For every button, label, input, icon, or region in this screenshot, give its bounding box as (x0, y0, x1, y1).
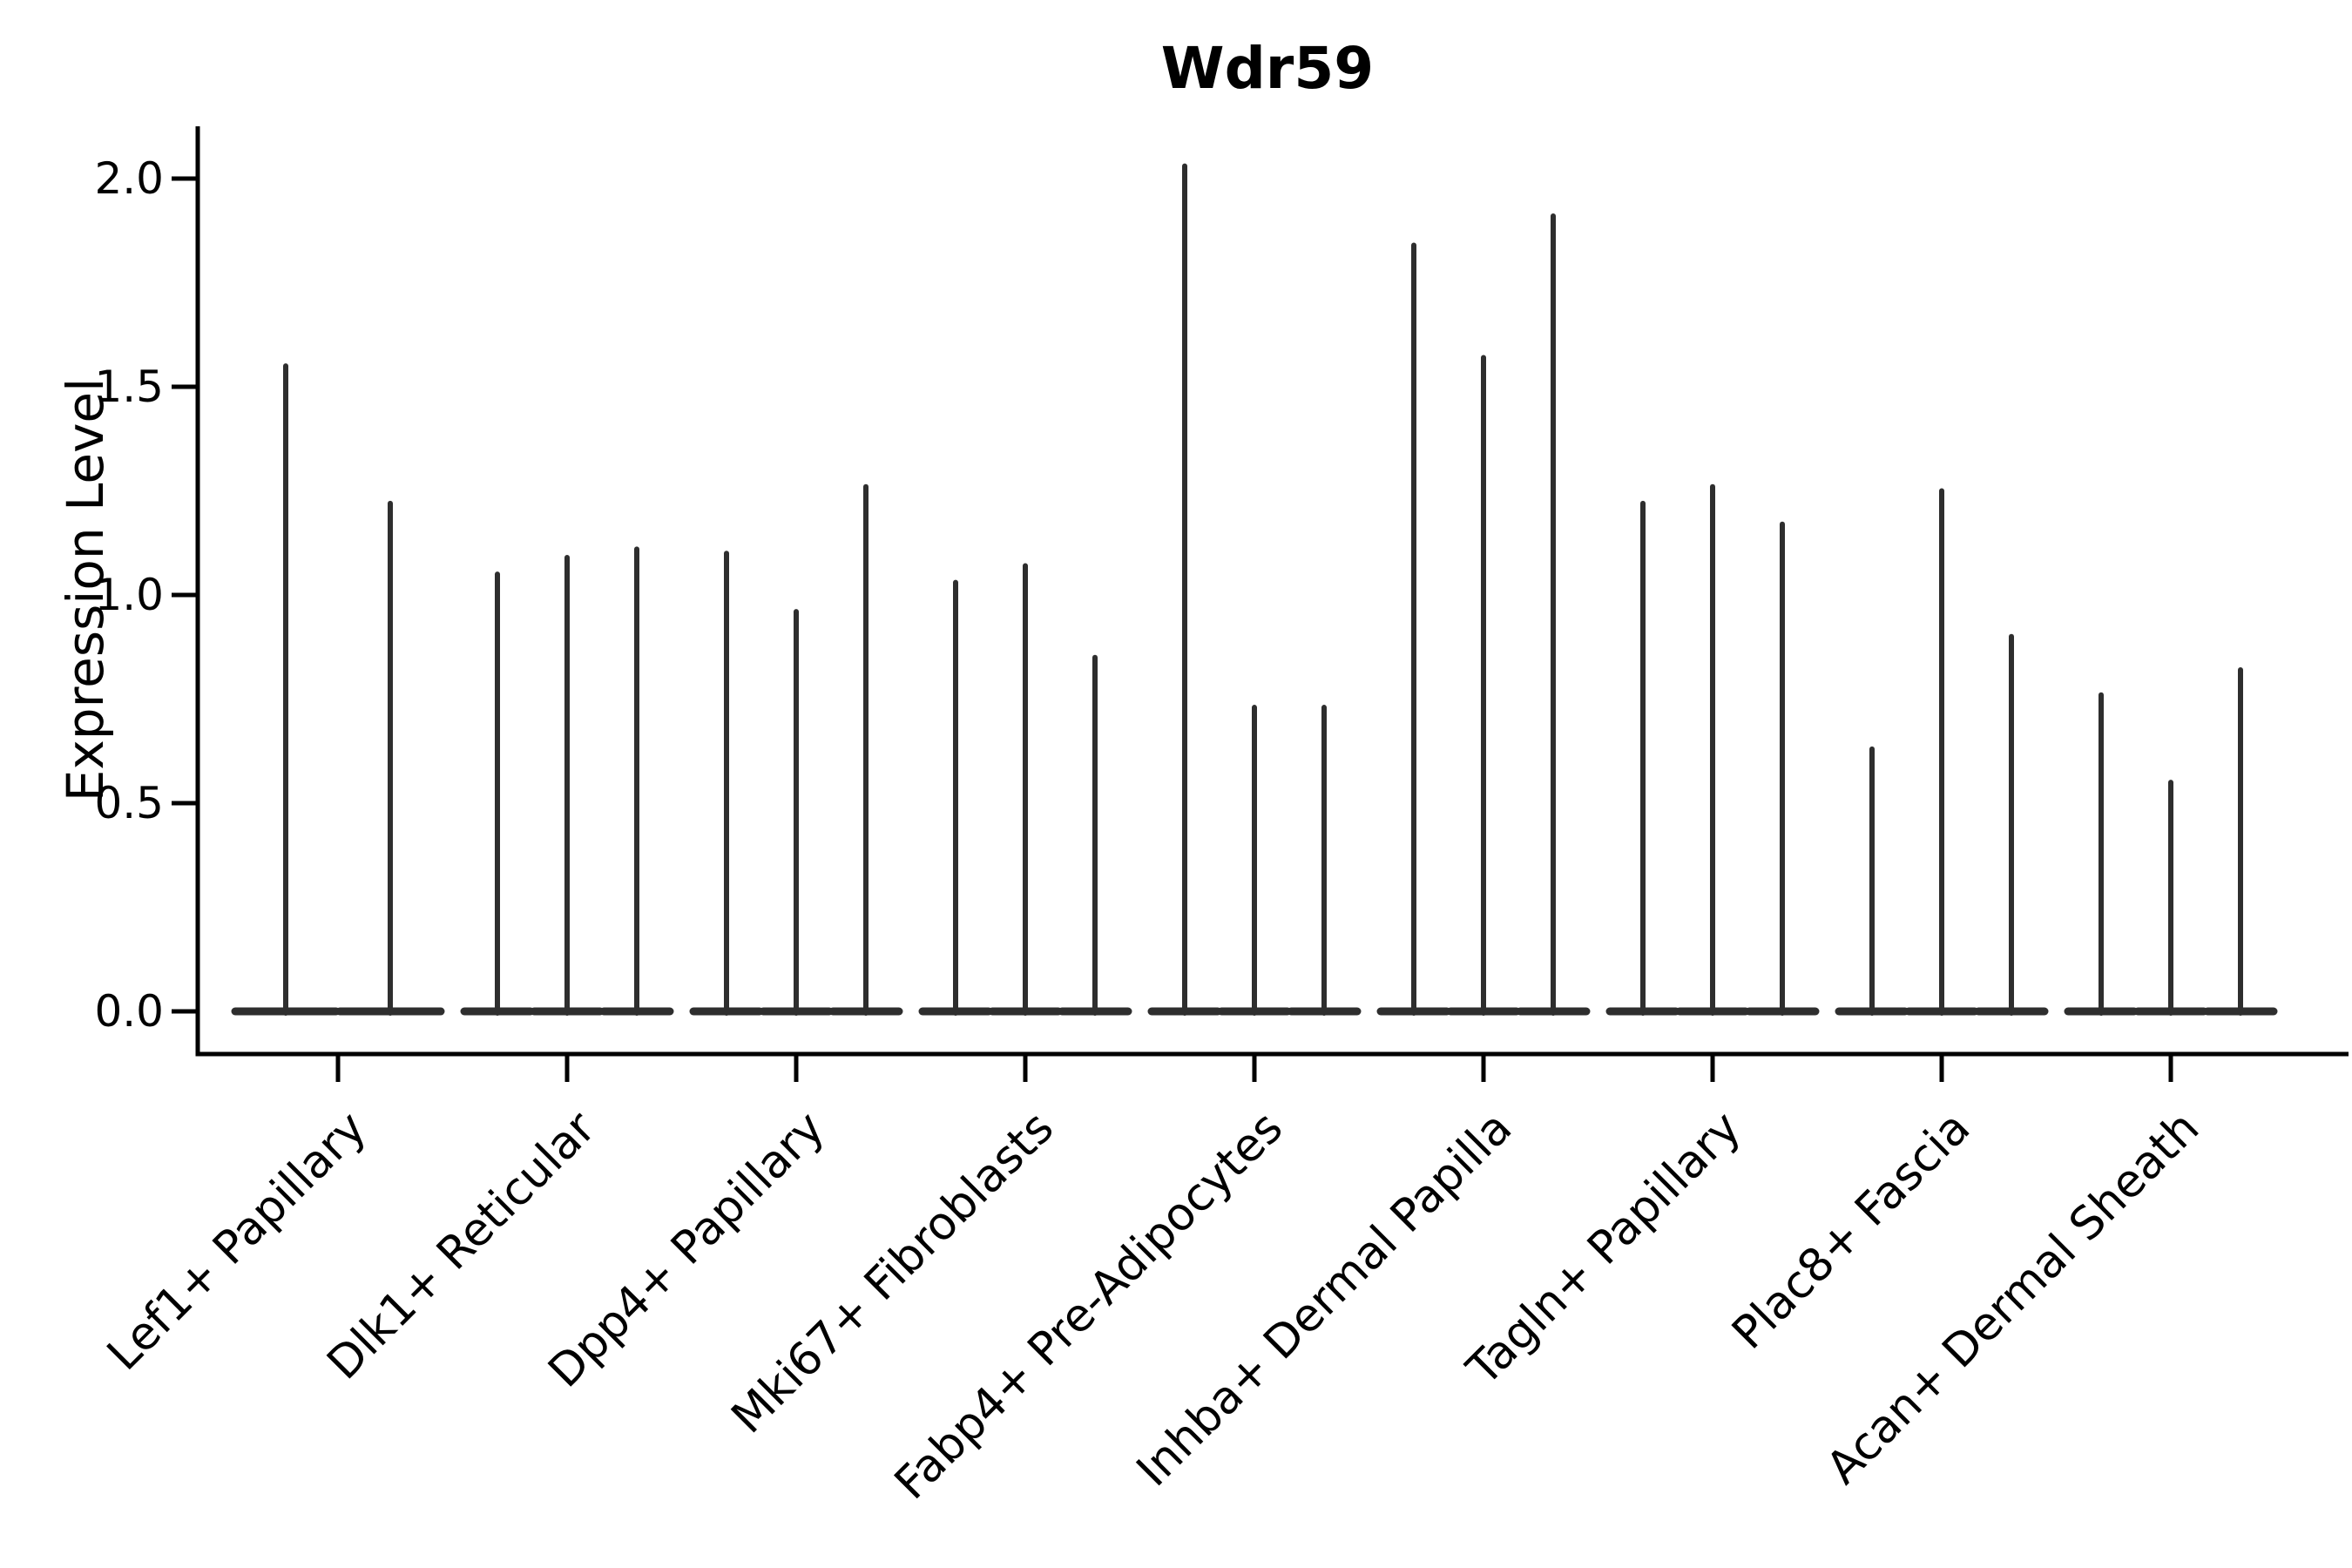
y-tick-label: 0.5 (94, 778, 164, 828)
violin-group (1835, 488, 2049, 1016)
x-tick-label: Acan+ Dermal Sheath (1817, 1102, 2210, 1495)
violin-group (1147, 163, 1362, 1016)
violin-group (2064, 667, 2278, 1016)
y-tick-label: 0.0 (94, 986, 164, 1037)
x-tick-label: Plac8+ Fascia (1722, 1102, 1980, 1360)
chart-title: Wdr59 (1161, 35, 1374, 102)
violins (231, 163, 2278, 1016)
violin-group (1376, 213, 1591, 1016)
y-tick-label: 1.5 (94, 362, 164, 412)
y-tick-label: 1.0 (94, 570, 164, 620)
x-tick-label: Fabp4+ Pre-Adipocytes (885, 1102, 1293, 1510)
violin-group (460, 546, 674, 1016)
y-axis-label: Expression Level (56, 378, 115, 801)
violin-group (689, 483, 903, 1016)
violin-group (231, 363, 445, 1016)
violin-group (1605, 483, 1820, 1016)
x-tick-label: Inhba+ Dermal Papilla (1127, 1102, 1522, 1497)
y-tick-label: 2.0 (94, 153, 164, 204)
violin-group (918, 563, 1132, 1016)
